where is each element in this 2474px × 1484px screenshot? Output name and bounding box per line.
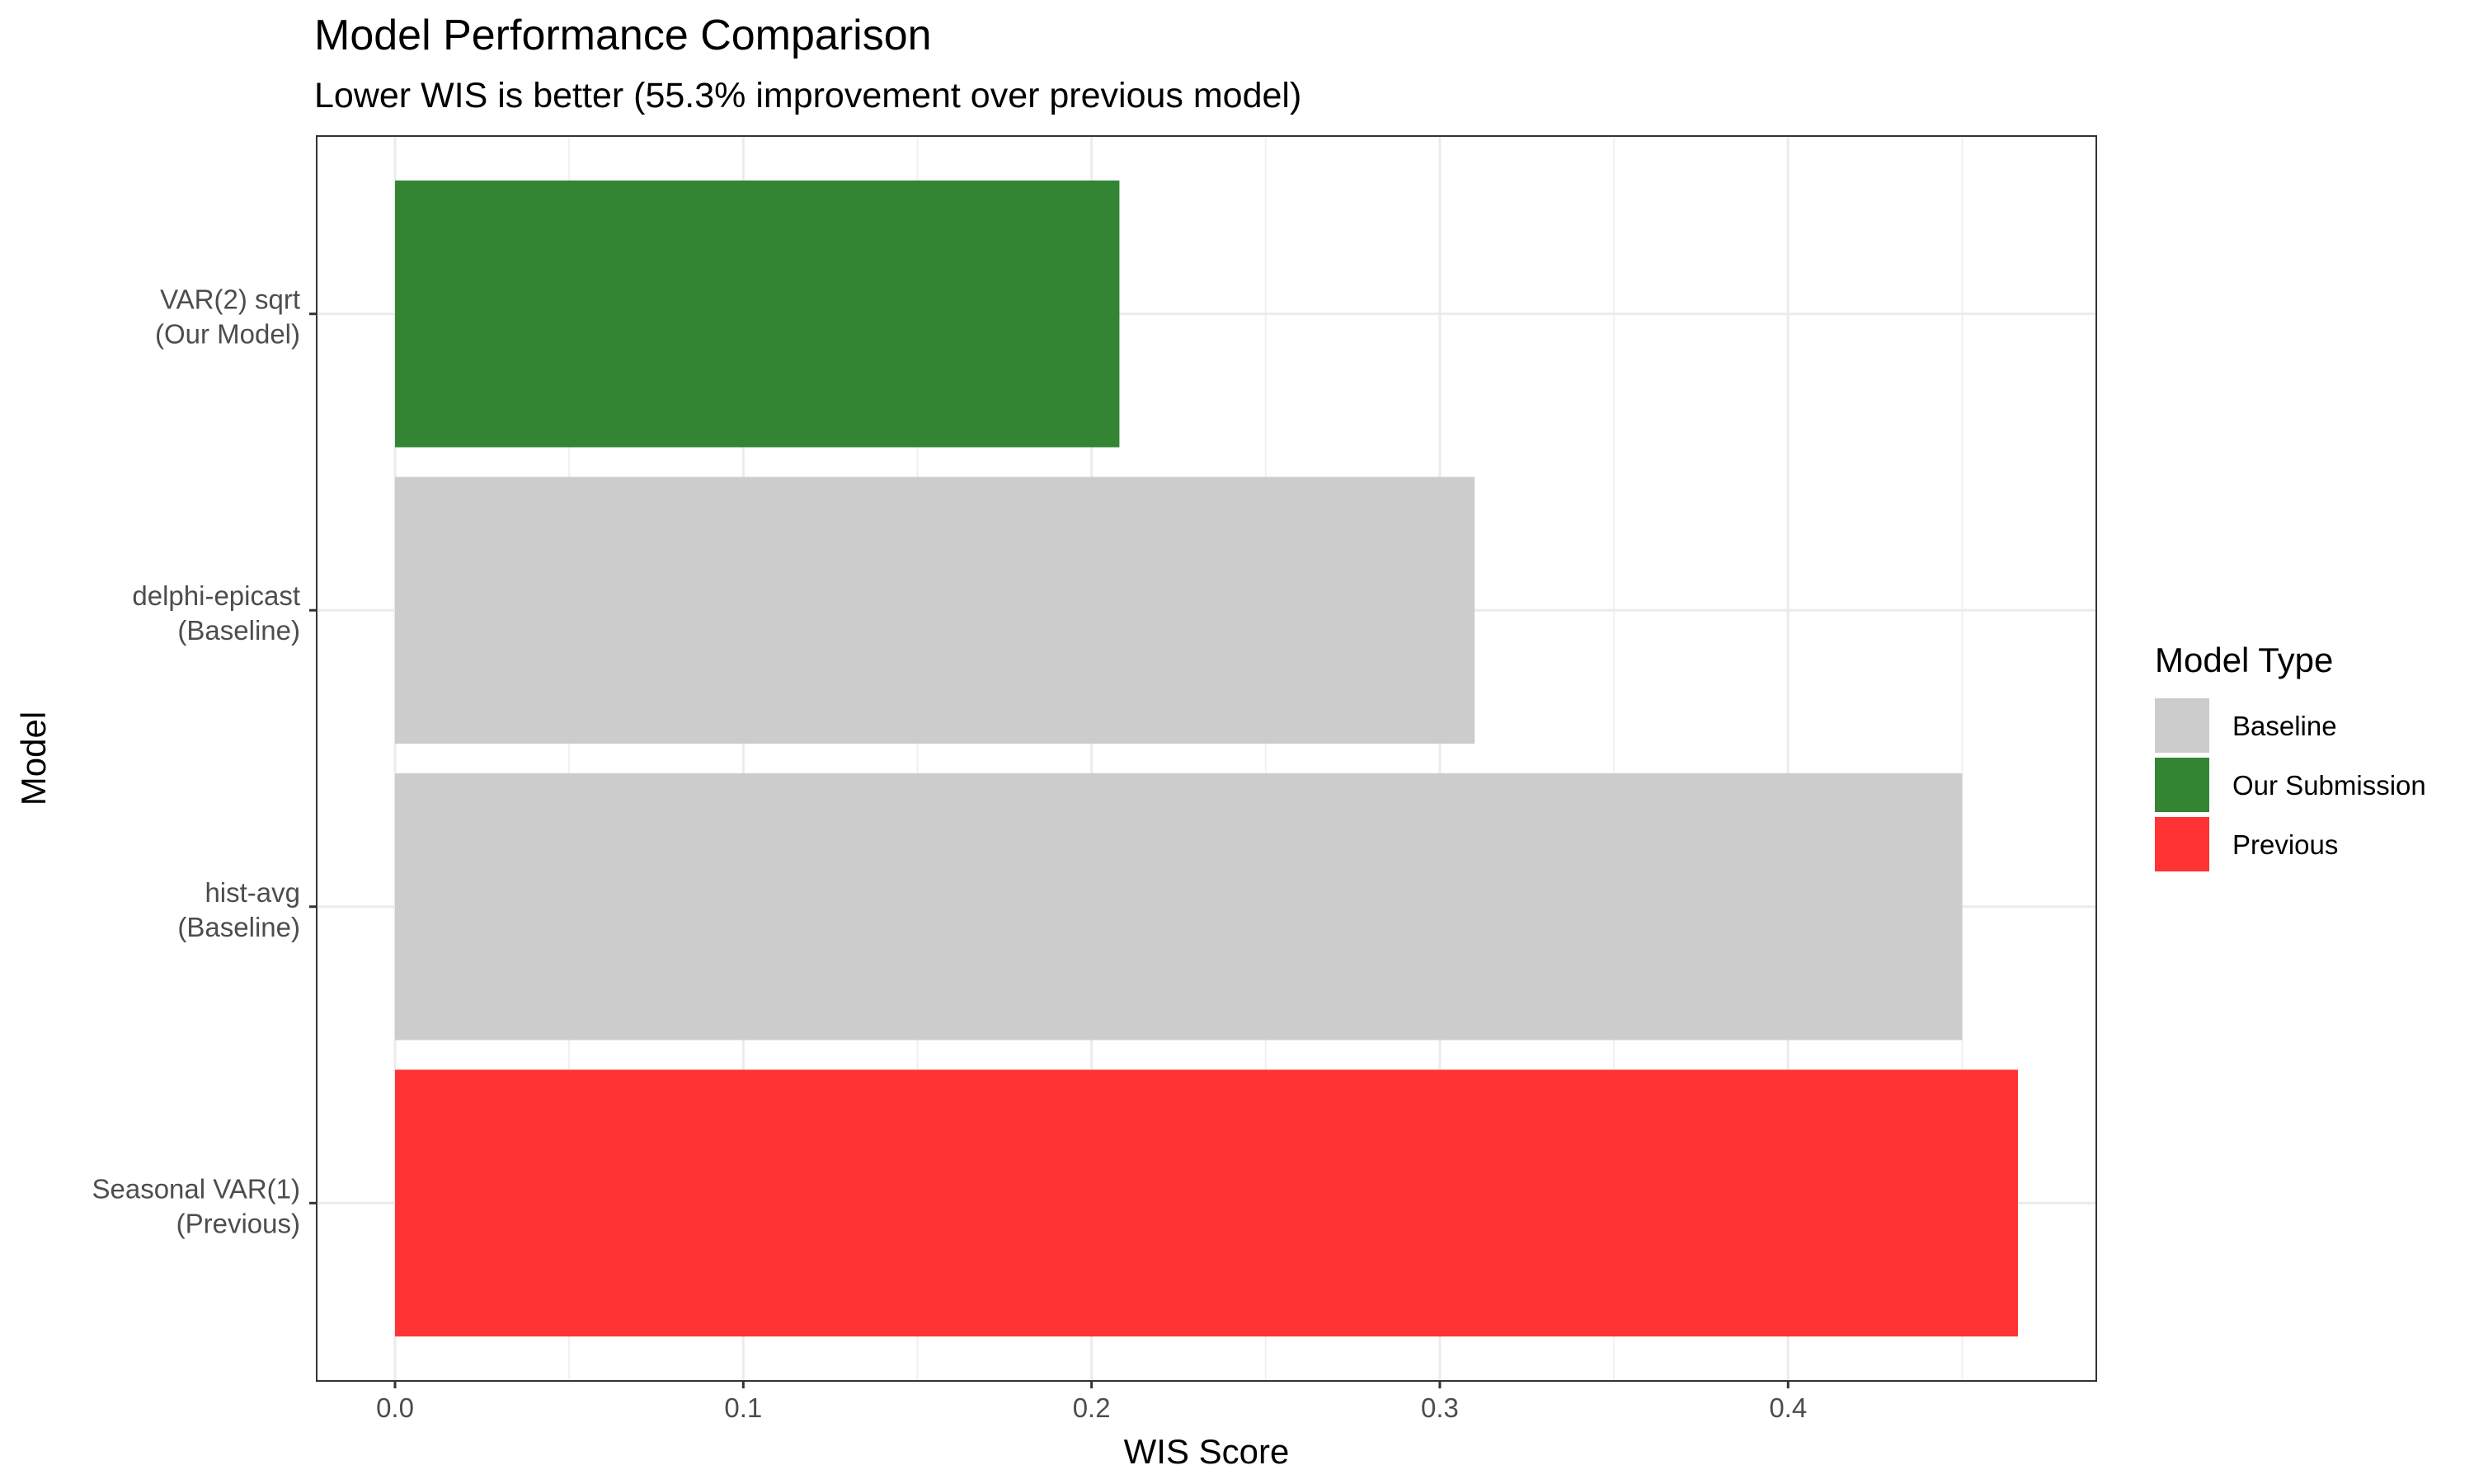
x-tick-label: 0.4 xyxy=(1769,1392,1807,1423)
y-tick-label: (Baseline) xyxy=(177,912,300,942)
legend: Model Type Baseline Our Submission Previou… xyxy=(2155,641,2426,871)
legend-title: Model Type xyxy=(2155,641,2333,679)
y-axis: VAR(2) sqrt (Our Model) delphi-epicast (Bas… xyxy=(92,284,317,1238)
bar xyxy=(395,1069,2018,1337)
bar xyxy=(395,477,1475,744)
y-tick-label: (Baseline) xyxy=(177,615,300,646)
chart-title: Model Performance Comparison xyxy=(314,12,932,59)
y-tick-label: VAR(2) sqrt xyxy=(160,284,300,315)
x-tick-label: 0.0 xyxy=(376,1392,414,1423)
y-tick-label: (Our Model) xyxy=(155,319,300,350)
x-tick-label: 0.2 xyxy=(1073,1392,1111,1423)
legend-label: Baseline xyxy=(2232,711,2337,741)
x-axis-title: WIS Score xyxy=(1124,1432,1290,1471)
y-tick-label: Seasonal VAR(1) xyxy=(92,1173,300,1204)
legend-key xyxy=(2155,758,2209,812)
bar xyxy=(395,180,1120,448)
y-tick-label: (Previous) xyxy=(176,1208,300,1238)
bars xyxy=(395,180,2018,1337)
chart-subtitle: Lower WIS is better (55.3% improvement o… xyxy=(314,76,1301,115)
bar xyxy=(395,773,1963,1040)
plot-panel-border xyxy=(316,135,2097,1382)
legend-key xyxy=(2155,698,2209,753)
x-axis: 0.0 0.1 0.2 0.3 0.4 xyxy=(376,1381,1807,1423)
y-tick-label: delphi-epicast xyxy=(132,580,300,611)
y-tick-label: hist-avg xyxy=(205,877,300,908)
legend-key xyxy=(2155,817,2209,871)
x-tick-label: 0.3 xyxy=(1421,1392,1459,1423)
legend-label: Our Submission xyxy=(2232,770,2426,801)
y-axis-title: Model xyxy=(14,711,53,805)
legend-label: Previous xyxy=(2232,829,2338,860)
x-tick-label: 0.1 xyxy=(724,1392,762,1423)
